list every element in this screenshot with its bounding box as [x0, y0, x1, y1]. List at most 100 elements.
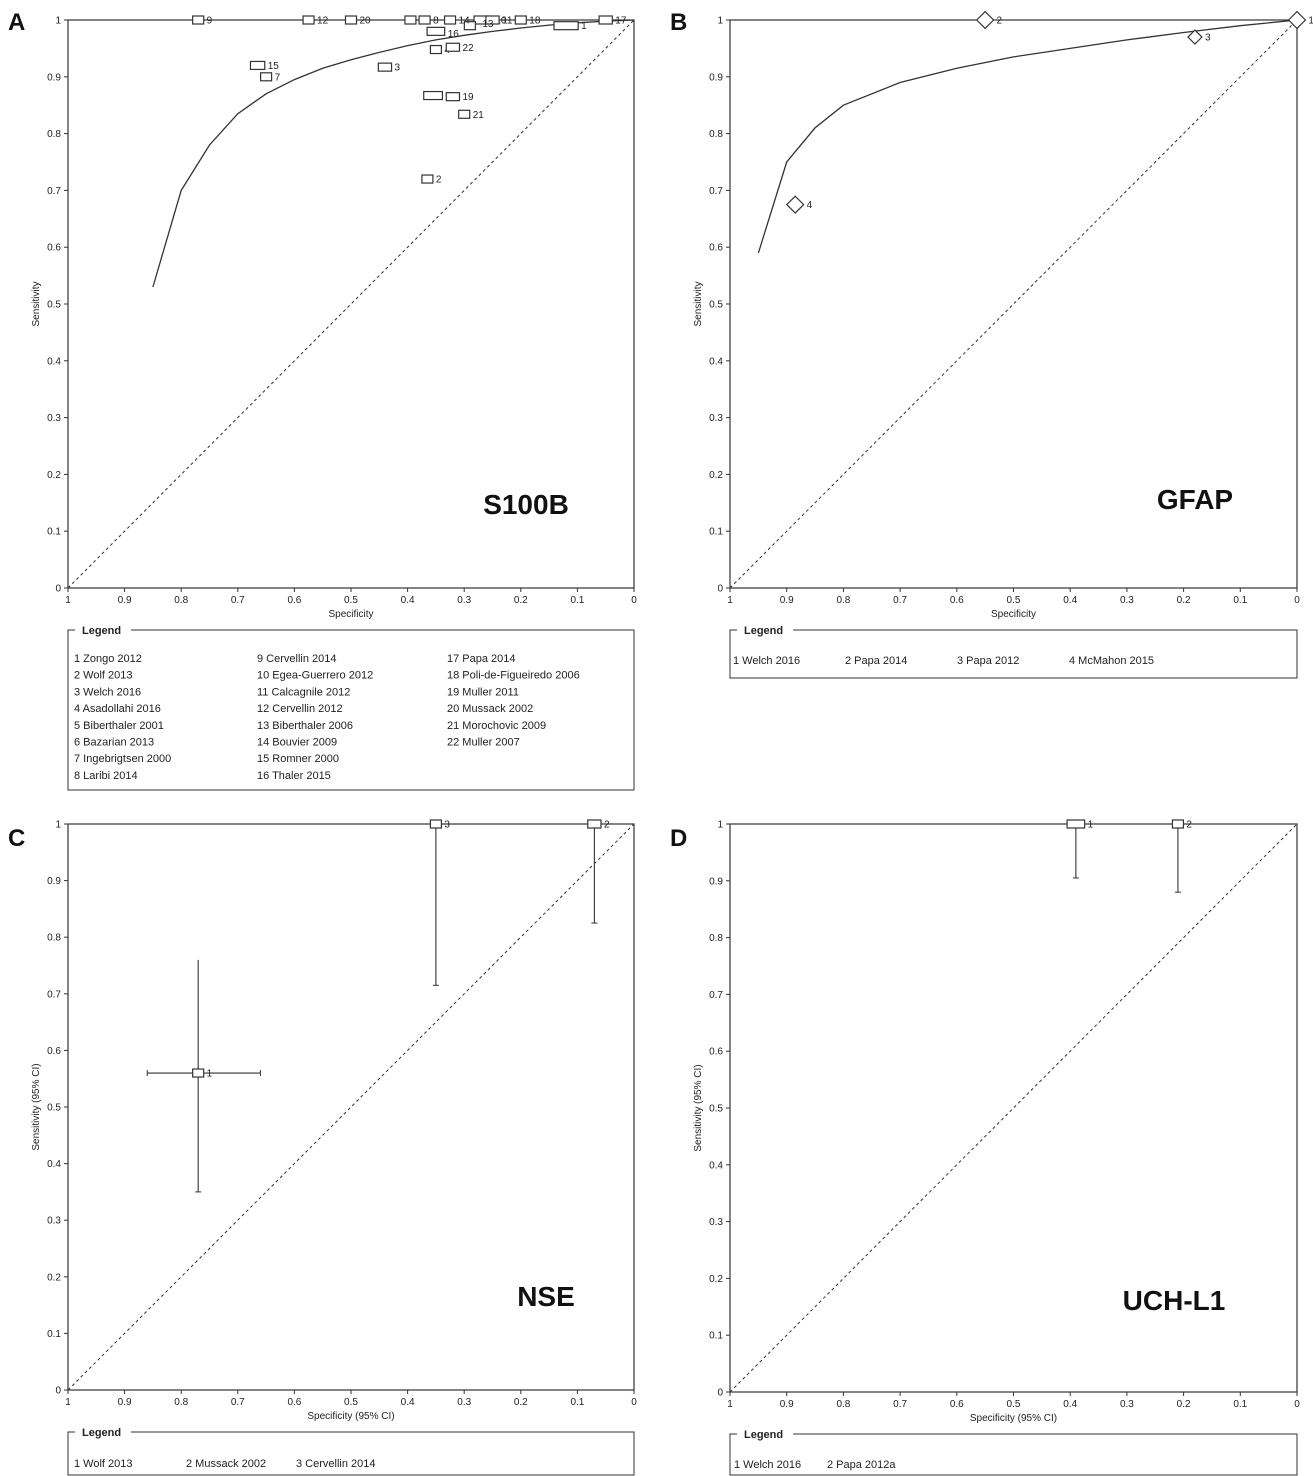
- y-tick-label: 0.1: [47, 1329, 61, 1340]
- y-tick-label: 0.6: [47, 1046, 61, 1057]
- x-tick-label: 0.5: [1007, 1399, 1021, 1410]
- legend-entry: 1 Wolf 2013: [74, 1458, 133, 1470]
- biomarker-title: S100B: [483, 489, 569, 520]
- legend-entry: 4 Asadollahi 2016: [74, 703, 161, 715]
- study-point-label: 22: [462, 43, 474, 54]
- study-point-label: 18: [529, 16, 541, 27]
- legend-entry: 1 Zongo 2012: [74, 653, 142, 665]
- study-point-marker: [421, 174, 434, 184]
- study-point-label: 2: [604, 820, 610, 831]
- study-point-label: 7: [275, 72, 281, 83]
- x-tick-label: 0.1: [1233, 595, 1247, 606]
- study-point-label: 21: [473, 110, 485, 121]
- study-point-label: 17: [615, 16, 627, 27]
- sroc-curve: [757, 19, 1298, 254]
- x-tick-label: 0.2: [514, 1397, 528, 1408]
- y-tick-label: 0.3: [709, 413, 723, 424]
- study-point-marker: [260, 72, 273, 82]
- y-tick-label: 0.8: [709, 933, 723, 944]
- x-tick-label: 0.7: [231, 1397, 245, 1408]
- legend-entry: 13 Biberthaler 2006: [257, 720, 353, 732]
- study-point-label: 1: [581, 21, 587, 32]
- study-point-label: 3: [395, 63, 401, 74]
- x-tick-label: 0.8: [174, 1397, 188, 1408]
- x-tick-label: 0.9: [118, 1397, 132, 1408]
- legend-entry: 19 Muller 2011: [447, 686, 519, 698]
- study-point-label: 14: [459, 16, 471, 27]
- study-point-marker: [423, 90, 444, 101]
- legend-entry: 1 Welch 2016: [733, 655, 800, 667]
- x-tick-label: 0.2: [1177, 1399, 1191, 1410]
- legend-entry: 3 Papa 2012: [957, 655, 1019, 667]
- study-point-marker: [302, 15, 315, 25]
- legend-entry: 6 Bazarian 2013: [74, 737, 154, 749]
- study-point-marker: [463, 21, 476, 31]
- study-point-label: 15: [268, 61, 280, 72]
- study-point-label: 3: [444, 820, 450, 831]
- y-tick-label: 0.1: [47, 527, 61, 538]
- legend-entry: 20 Mussack 2002: [447, 703, 533, 715]
- legend-title-bg: [737, 1427, 793, 1441]
- x-tick-label: 0.3: [457, 595, 471, 606]
- legend-entry: 2 Mussack 2002: [186, 1458, 266, 1470]
- x-tick-label: 0: [631, 1397, 637, 1408]
- x-tick-label: 0.8: [836, 595, 850, 606]
- legend-entry: 5 Biberthaler 2001: [74, 720, 164, 732]
- study-point-marker: [445, 92, 461, 102]
- x-tick-label: 0.4: [1063, 1399, 1077, 1410]
- y-tick-label: 0.7: [47, 186, 61, 197]
- legend-entry: 14 Bouvier 2009: [257, 737, 337, 749]
- y-tick-label: 0.9: [47, 876, 61, 887]
- legend-entry: 8 Laribi 2014: [74, 770, 138, 782]
- study-point-marker: [598, 15, 613, 25]
- study-point-label: 2: [436, 175, 442, 186]
- study-point-marker: [587, 819, 602, 829]
- legend-title: Legend: [82, 1427, 121, 1439]
- x-axis-title: Specificity (95% CI): [307, 1411, 394, 1422]
- study-point-label: 10: [495, 16, 507, 27]
- study-point-marker: [418, 15, 431, 25]
- y-tick-label: 0.4: [47, 1159, 61, 1170]
- y-tick-label: 1: [55, 16, 61, 27]
- biomarker-title: NSE: [517, 1281, 575, 1312]
- study-point-marker: [975, 10, 995, 30]
- y-tick-label: 0: [55, 584, 61, 595]
- x-tick-label: 0.4: [401, 1397, 415, 1408]
- x-axis-title: Specificity: [991, 609, 1036, 620]
- legend-entry: 3 Welch 2016: [74, 686, 141, 698]
- y-tick-label: 0.3: [47, 1216, 61, 1227]
- panel-letter: A: [8, 9, 25, 36]
- panel-letter: C: [8, 825, 25, 852]
- legend-entry: 21 Morochovic 2009: [447, 720, 546, 732]
- y-tick-label: 0.6: [709, 1047, 723, 1058]
- y-tick-label: 0: [717, 584, 723, 595]
- x-tick-label: 0.9: [780, 595, 794, 606]
- legend-box: [729, 629, 1298, 679]
- y-tick-label: 0.2: [709, 1274, 723, 1285]
- chance-diagonal: [67, 823, 635, 1391]
- study-point-marker: [192, 15, 205, 25]
- study-point-label: 8: [433, 16, 439, 27]
- x-tick-label: 0.6: [950, 1399, 964, 1410]
- x-tick-label: 0.5: [344, 595, 358, 606]
- y-tick-label: 0.3: [709, 1217, 723, 1228]
- legend-entry: 7 Ingebrigtsen 2000: [74, 753, 171, 765]
- y-tick-label: 0.8: [709, 129, 723, 140]
- legend-entry: 4 McMahon 2015: [1069, 655, 1154, 667]
- y-axis-title: Sensitivity: [31, 281, 42, 326]
- x-tick-label: 0.1: [570, 1397, 584, 1408]
- y-tick-label: 0.4: [709, 356, 723, 367]
- study-point-label: 2: [997, 16, 1003, 27]
- legend-box: [729, 1433, 1298, 1476]
- x-tick-label: 1: [65, 595, 71, 606]
- study-point-label: 1: [1088, 820, 1094, 831]
- legend-title: Legend: [744, 625, 783, 637]
- y-tick-label: 0.5: [709, 300, 723, 311]
- x-tick-label: 0.2: [1177, 595, 1191, 606]
- y-tick-label: 0.6: [709, 243, 723, 254]
- legend-entry: 2 Wolf 2013: [74, 670, 133, 682]
- y-tick-label: 0.5: [47, 300, 61, 311]
- x-tick-label: 0.6: [287, 1397, 301, 1408]
- x-tick-label: 0.8: [174, 595, 188, 606]
